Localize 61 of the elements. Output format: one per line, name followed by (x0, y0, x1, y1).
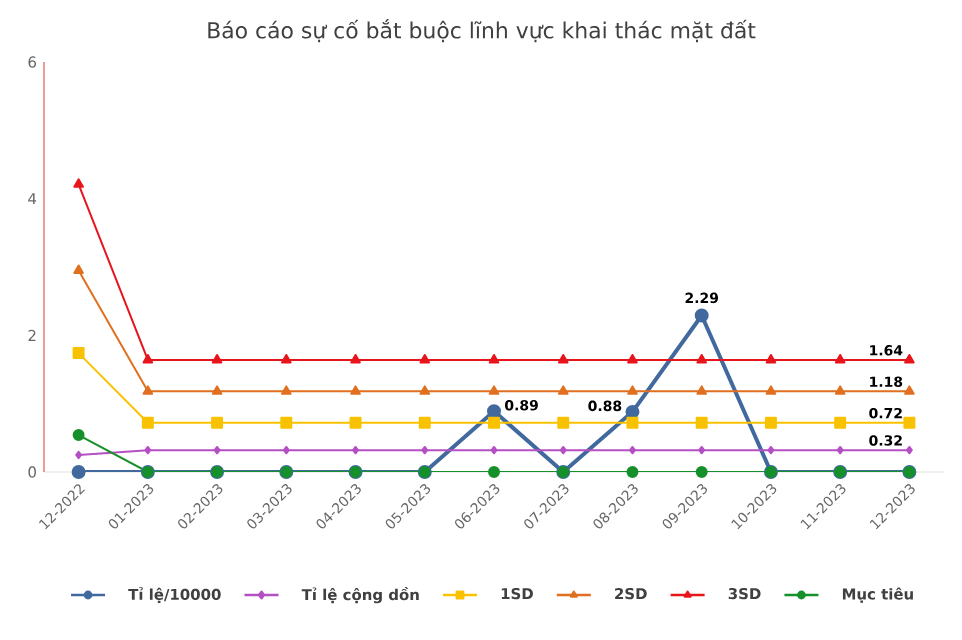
point (213, 445, 221, 455)
point (487, 404, 501, 419)
point (767, 445, 775, 455)
point (350, 353, 361, 364)
point (488, 466, 500, 478)
point (73, 264, 84, 274)
point (488, 385, 500, 395)
point (765, 385, 777, 395)
point (490, 445, 498, 455)
point (72, 429, 85, 442)
point (419, 385, 431, 395)
point (350, 385, 361, 395)
point (626, 466, 639, 478)
point (696, 353, 708, 364)
point (557, 416, 570, 429)
point (834, 416, 847, 429)
point (73, 178, 84, 188)
point (834, 353, 846, 364)
point (488, 353, 500, 364)
point (557, 353, 569, 364)
point (836, 445, 844, 455)
point (834, 385, 846, 395)
point (418, 416, 431, 429)
point (281, 353, 292, 364)
point (421, 445, 429, 455)
point (903, 416, 916, 429)
point (142, 353, 154, 364)
point (280, 416, 293, 429)
point (144, 445, 152, 455)
point (488, 416, 500, 429)
point (281, 385, 292, 395)
point (625, 404, 640, 419)
point (695, 466, 708, 478)
point (75, 450, 83, 460)
point (626, 416, 639, 429)
point (141, 416, 154, 429)
point (559, 445, 567, 455)
point (211, 385, 223, 395)
point (211, 416, 224, 429)
chart-title: Báo cáo sự cố bắt buộc lĩnh vực khai thác mặt đất (208, 19, 756, 43)
point (282, 445, 290, 455)
point (698, 445, 706, 455)
point (349, 416, 362, 429)
point (764, 416, 777, 429)
point (695, 416, 708, 429)
point (352, 445, 359, 455)
point (71, 465, 86, 479)
point (627, 353, 638, 364)
point (627, 385, 638, 395)
point (694, 308, 709, 323)
point (142, 385, 154, 395)
point (904, 385, 915, 395)
point (765, 353, 777, 364)
point (904, 353, 915, 364)
point (696, 385, 708, 395)
point (906, 445, 913, 455)
point (72, 347, 85, 360)
point (419, 353, 431, 364)
point (211, 353, 223, 364)
point (557, 385, 569, 395)
point (629, 445, 636, 455)
